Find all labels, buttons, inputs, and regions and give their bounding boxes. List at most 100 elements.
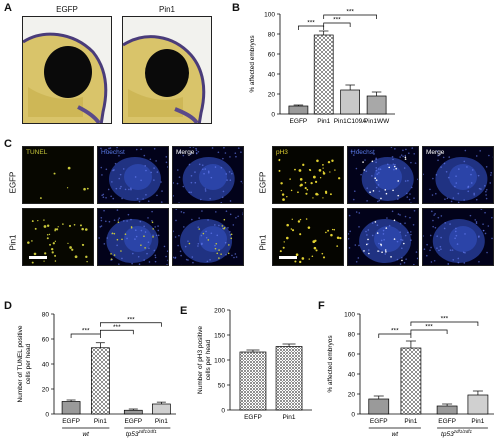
merge-egfp-texture xyxy=(173,147,243,203)
nucleus-dot xyxy=(192,147,195,148)
nucleus-dot xyxy=(433,259,436,262)
panel-b-label: B xyxy=(232,2,240,14)
nucleus-dot xyxy=(404,215,407,218)
nucleus-dot xyxy=(436,150,439,153)
nucleus-dot xyxy=(112,197,115,200)
nucleus-dot xyxy=(118,155,120,157)
nucleus-dot xyxy=(391,210,394,213)
x-tick-label: Pin1 xyxy=(283,414,296,421)
nucleus-dot xyxy=(484,232,487,235)
nucleus-dot xyxy=(135,235,138,238)
merge-ph3-pin1-texture xyxy=(423,209,493,265)
signal-dot xyxy=(299,178,303,181)
signal-dot xyxy=(372,190,375,192)
nucleus-dot xyxy=(121,257,123,260)
nucleus-dot xyxy=(366,200,368,202)
merge-ph3-egfp-image: Merge xyxy=(422,146,494,204)
signal-dot xyxy=(325,231,327,234)
signal-dot xyxy=(311,255,314,258)
signal-dot xyxy=(294,168,296,171)
nucleus-dot xyxy=(409,231,412,233)
bar xyxy=(400,347,422,415)
nucleus-dot xyxy=(411,147,414,149)
nucleus-dot xyxy=(417,178,418,181)
bar xyxy=(340,89,361,115)
nucleus-dot xyxy=(207,170,210,173)
panel-d-label: D xyxy=(4,300,12,312)
tissue-region xyxy=(106,219,159,263)
nucleus-dot xyxy=(100,216,103,219)
panel-a-title-egfp: EGFP xyxy=(56,5,78,14)
nucleus-dot xyxy=(396,258,399,261)
nucleus-dot xyxy=(130,188,132,191)
nucleus-dot xyxy=(109,147,112,149)
signal-dot xyxy=(286,223,289,227)
nucleus-dot xyxy=(217,151,220,154)
signal-dot xyxy=(71,248,74,251)
hoechst-egfp-image: Hoechst xyxy=(97,146,169,204)
nucleus-dot xyxy=(117,219,120,221)
signal-dot xyxy=(113,232,116,235)
nucleus-dot xyxy=(382,233,385,235)
nucleus-dot xyxy=(148,261,151,263)
nucleus-dot xyxy=(231,172,233,175)
nucleus-dot xyxy=(491,216,493,219)
nucleus-dot xyxy=(457,192,460,195)
nucleus-dot xyxy=(348,233,350,235)
eye-region xyxy=(199,226,227,252)
nucleus-dot xyxy=(160,202,161,203)
significance-marker: *** xyxy=(391,328,399,335)
nucleus-dot xyxy=(119,173,122,176)
nucleus-dot xyxy=(142,198,144,200)
signal-dot xyxy=(377,250,379,252)
nucleus-dot xyxy=(492,156,493,158)
signal-dot xyxy=(369,191,371,193)
eye-region xyxy=(449,226,477,252)
signal-dot xyxy=(74,255,78,259)
nucleus-dot xyxy=(182,185,185,188)
merge-header-left: Merge xyxy=(176,149,195,156)
nucleus-dot xyxy=(198,217,200,219)
nucleus-dot xyxy=(447,262,450,265)
signal-dot xyxy=(280,189,282,192)
nucleus-dot xyxy=(200,234,203,237)
nucleus-dot xyxy=(229,234,232,236)
nucleus-dot xyxy=(151,219,153,222)
nucleus-dot xyxy=(458,168,460,170)
signal-dot xyxy=(297,191,299,194)
nucleus-dot xyxy=(391,155,394,158)
hoechst-pin1-image xyxy=(97,208,169,266)
nucleus-dot xyxy=(355,167,358,170)
signal-dot xyxy=(380,244,383,246)
scale-bar-left xyxy=(29,256,47,259)
x-tick-label: EGFP xyxy=(62,418,80,425)
signal-dot xyxy=(308,168,311,171)
signal-dot xyxy=(305,192,308,195)
nucleus-dot xyxy=(475,198,478,201)
x-tick-label: Pin1C109A xyxy=(334,118,368,125)
nucleus-dot xyxy=(242,213,243,216)
nucleus-dot xyxy=(225,173,228,175)
nucleus-dot xyxy=(367,229,370,231)
nucleus-dot xyxy=(116,244,118,247)
nucleus-dot xyxy=(375,186,378,189)
nucleus-dot xyxy=(100,225,103,227)
nucleus-dot xyxy=(227,226,229,229)
nucleus-dot xyxy=(149,158,152,161)
nucleus-dot xyxy=(394,148,396,150)
nucleus-dot xyxy=(100,147,102,150)
y-tick-label: 80 xyxy=(348,332,356,339)
signal-dot xyxy=(371,160,374,163)
signal-dot xyxy=(279,250,282,253)
signal-dot xyxy=(81,243,84,246)
panel-d-chart: 0 20 40 60 80 Number of TUNEL positivecells p… xyxy=(17,312,176,438)
nucleus-dot xyxy=(462,251,465,254)
signal-dot xyxy=(81,227,84,231)
nucleus-dot xyxy=(463,262,466,264)
signal-dot xyxy=(27,241,30,244)
nucleus-dot xyxy=(167,259,168,262)
nucleus-dot xyxy=(401,239,404,241)
signal-dot xyxy=(228,244,230,246)
nucleus-dot xyxy=(400,238,402,241)
nucleus-dot xyxy=(479,150,481,152)
